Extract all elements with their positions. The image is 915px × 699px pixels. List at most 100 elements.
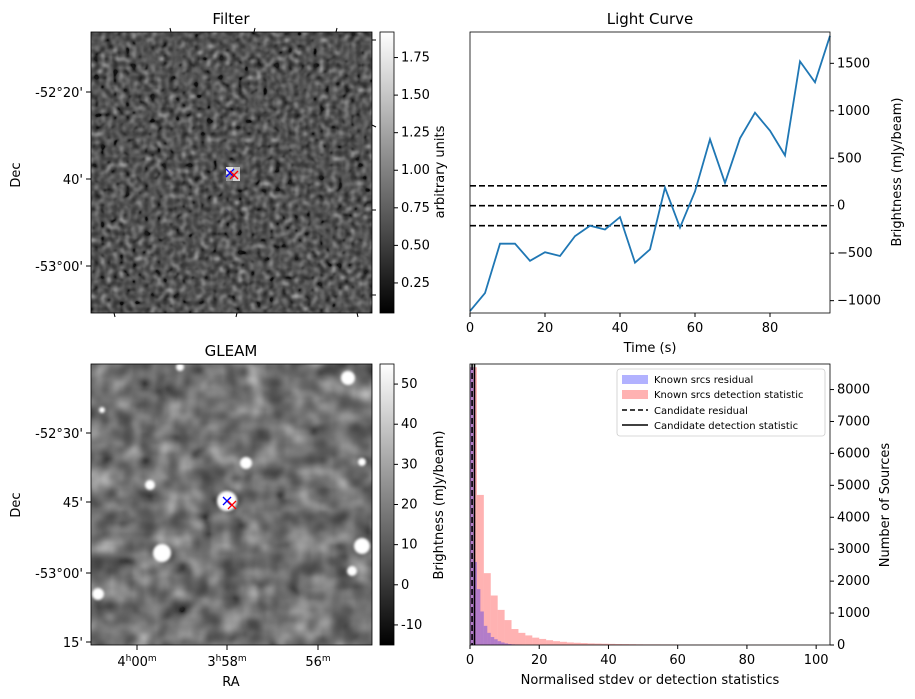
histogram-bar <box>497 641 502 645</box>
histogram-bar <box>504 620 512 645</box>
histogram-bar <box>470 367 474 645</box>
legend-swatch-detection <box>622 390 648 399</box>
y-tick-label: 1000 <box>837 104 870 119</box>
filter-candidate-pixel-mid <box>233 167 240 174</box>
histogram-bar <box>508 644 512 645</box>
colorbar-tick-label: 1.75 <box>401 51 430 66</box>
gleam-frame <box>90 363 373 646</box>
light-curve-hlines <box>470 184 830 227</box>
legend-frame <box>616 368 826 437</box>
histogram-bar <box>476 494 484 645</box>
histogram-bar <box>539 638 547 645</box>
histogram-xlabel: Normalised stdev or detection statistics <box>521 673 780 688</box>
histogram-bar <box>480 611 484 645</box>
y-tick-label: −1000 <box>837 294 881 309</box>
histogram-bar <box>470 367 477 645</box>
histogram-bar <box>497 609 505 645</box>
legend-label-detection: Known srcs detection statistic <box>654 390 803 401</box>
x-tick-label: 80 <box>739 653 756 668</box>
histogram-bar <box>490 595 498 645</box>
filter-colorbar-label: arbitrary units <box>433 125 448 218</box>
histogram-bar <box>487 632 491 645</box>
y-tick-label: 5000 <box>837 478 870 493</box>
filter-colorbar-ticks: 0.25 0.50 0.75 1.00 1.25 1.50 1.75 <box>394 51 430 291</box>
gleam-ytick-2: 45' <box>63 496 83 511</box>
gleam-colorbar <box>379 363 395 646</box>
x-tick-label: 80 <box>762 321 779 336</box>
light-curve-frame <box>469 31 831 314</box>
histogram-ylabel-left: Brightness (mJy/beam) <box>432 431 447 580</box>
x-tick-label: 60 <box>687 321 704 336</box>
y-tick-label: 8000 <box>837 383 870 398</box>
x-tick-label: 100 <box>804 653 829 668</box>
y-tick-label: 3000 <box>837 542 870 557</box>
light-curve-xticks: 0 20 40 60 80 <box>466 313 778 336</box>
histogram-bar <box>504 643 509 645</box>
gleam-xtick-3: 56m <box>305 654 330 670</box>
colorbar-tick-label: 1.50 <box>401 88 430 103</box>
histogram-vlines <box>471 364 476 645</box>
histogram-bar <box>608 643 616 645</box>
light-curve-line <box>469 35 831 312</box>
filter-ytick-1: -52°20' <box>35 86 83 101</box>
colorbar-tick-label: 0.50 <box>401 238 430 253</box>
gleam-red-x-marker <box>227 500 237 510</box>
histogram-legend: Known srcs residual Known srcs detection… <box>616 368 826 437</box>
gleam-xtick-2: 3h58m <box>207 654 246 670</box>
filter-ylabel: Dec <box>9 162 24 187</box>
filter-frame <box>90 31 373 314</box>
histogram-frame <box>469 363 831 646</box>
histogram-bar <box>501 642 505 645</box>
histogram-bar <box>476 589 481 645</box>
histogram-bar <box>494 639 498 645</box>
filter-panel: Filter -52°20' 40' -53°00' Dec 0.250.500… <box>9 10 448 318</box>
legend-swatch-residual <box>622 375 648 384</box>
filter-ytick-2: 40' <box>63 173 83 188</box>
histogram-bar <box>587 643 595 645</box>
light-curve-yticks: −1000 −500 0 500 1000 1500 <box>830 56 881 309</box>
y-tick-label: 1000 <box>837 606 870 621</box>
histogram-bar <box>483 625 488 645</box>
gleam-xlabel: RA <box>222 675 240 690</box>
histogram-ylabel-right: Number of Sources <box>878 443 893 568</box>
colorbar-tick-label: 0 <box>401 578 409 593</box>
colorbar-tick-label: 10 <box>401 538 418 553</box>
histogram-xticks: 0 20 40 60 80 100 <box>466 645 829 668</box>
filter-title: Filter <box>212 10 250 28</box>
gleam-panel: GLEAM -52°30' 45' -53°00' <box>9 342 422 690</box>
histogram-bar <box>511 629 519 645</box>
gleam-title: GLEAM <box>205 342 258 360</box>
filter-colorbar <box>379 31 395 314</box>
gleam-colorbar-ticks: -10 0 10 20 30 40 50 <box>394 377 422 633</box>
x-tick-label: 20 <box>531 653 548 668</box>
filter-candidate-pixel-low <box>226 174 233 181</box>
y-tick-label: 0 <box>837 199 845 214</box>
colorbar-tick-label: 40 <box>401 417 418 432</box>
colorbar-tick-label: 0.75 <box>401 201 430 216</box>
legend-label-candidate-residual: Candidate residual <box>654 406 748 417</box>
histogram-bar <box>622 644 630 645</box>
gleam-ytick-3: -53°00' <box>35 567 83 582</box>
filter-edge-ticks <box>86 27 377 318</box>
x-tick-label: 40 <box>600 653 617 668</box>
y-tick-label: 6000 <box>837 446 870 461</box>
colorbar-tick-label: 0.25 <box>401 276 430 291</box>
histogram-bar <box>490 637 495 645</box>
x-tick-label: 60 <box>669 653 686 668</box>
x-tick-label: 0 <box>466 653 474 668</box>
gleam-xtick-1: 4h00m <box>117 654 156 670</box>
filter-red-x-marker <box>229 170 239 180</box>
light-curve-xlabel: Time (s) <box>623 341 677 356</box>
colorbar-tick-label: 50 <box>401 377 418 392</box>
gleam-blue-x-marker <box>222 496 232 506</box>
x-tick-label: 20 <box>537 321 554 336</box>
x-tick-label: 40 <box>612 321 629 336</box>
colorbar-tick-label: 1.25 <box>401 126 430 141</box>
light-curve-panel: Light Curve 0 20 40 60 80 −1000 −500 0 500 1000 1… <box>466 10 905 356</box>
gleam-ytick-4: 15' <box>63 636 83 651</box>
gleam-ylabel: Dec <box>9 492 24 517</box>
y-tick-label: −500 <box>837 246 873 261</box>
histogram-bar <box>560 641 567 645</box>
histogram-bar <box>566 642 574 645</box>
